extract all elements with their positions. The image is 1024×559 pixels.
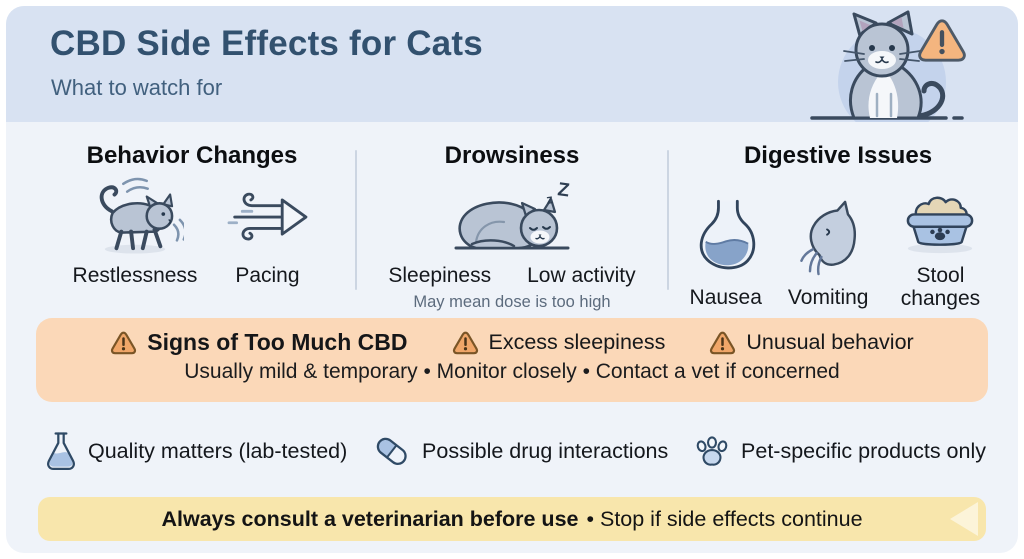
overdose-warning-banner: Signs of Too Much CBD Excess sleepiness … (36, 318, 988, 402)
warning-triangle-icon (111, 331, 137, 355)
behavior-icon-row: Restlessness Pacing (42, 174, 342, 288)
safety-tips-row: Quality matters (lab-tested) Possible dr… (44, 430, 986, 472)
tip-label: Pet-specific products only (741, 438, 986, 463)
digestive-issues-column: Digestive Issues Nausea (678, 142, 998, 310)
symptom-label: Nausea (689, 286, 762, 310)
sleep-z-small: z (545, 191, 554, 207)
page-title: CBD Side Effects for Cats (50, 24, 483, 63)
tip-interactions: Possible drug interactions (372, 431, 668, 471)
symptom-label: Restlessness (72, 264, 198, 287)
paw-print-icon (696, 436, 728, 466)
sitting-cat-icon (810, 10, 964, 122)
symptom-nausea: Nausea (690, 196, 762, 310)
chevron-left-overlay-icon (950, 502, 978, 536)
tip-pet-specific: Pet-specific products only (693, 434, 986, 468)
overdose-note: Usually mild & temporary • Monitor close… (184, 360, 840, 383)
icon-box: z Z (362, 174, 662, 256)
tip-label: Quality matters (lab-tested) (88, 438, 348, 463)
sleep-z-large: Z (556, 179, 571, 201)
sleeping-cat-icon: z Z (454, 179, 571, 250)
footer-banner: Always consult a veterinarian before use… (38, 497, 986, 541)
overdose-title-group: Signs of Too Much CBD (110, 329, 408, 356)
footer-regular-text: • Stop if side effects continue (586, 506, 863, 531)
warning-triangle-icon (710, 331, 736, 355)
symptom-pacing: Pacing (223, 174, 311, 288)
icon-box (223, 174, 311, 256)
symptom-label: Pacing (235, 264, 300, 287)
overdose-sign: Unusual behavior (746, 330, 914, 354)
icon-box (900, 174, 980, 256)
symptom-vomiting: Vomiting (787, 196, 869, 310)
column-heading: Behavior Changes (86, 142, 298, 169)
overdose-line1: Signs of Too Much CBD Excess sleepiness … (36, 329, 988, 356)
drowsiness-note: May mean dose is too high (413, 293, 611, 311)
overdose-sign-group: Excess sleepiness (452, 330, 666, 355)
symptom-label: Stool changes (900, 264, 981, 311)
tip-label: Possible drug interactions (422, 438, 669, 463)
overdose-title: Signs of Too Much CBD (147, 329, 408, 355)
warning-triangle-icon (452, 331, 478, 355)
icon-box (791, 196, 865, 278)
pacing-wind-arrow-icon (228, 192, 308, 241)
walking-cat-icon (99, 177, 184, 254)
column-divider (667, 150, 669, 290)
symptom-stool-changes: Stool changes (894, 174, 986, 310)
stomach-icon (699, 200, 755, 270)
drowsiness-labels: Sleepiness Low activity (362, 264, 662, 288)
page-subtitle: What to watch for (51, 75, 223, 100)
icon-box (693, 196, 759, 278)
vomiting-cat-icon (800, 200, 857, 276)
warning-triangle-icon (918, 19, 966, 62)
symptom-label: Sleepiness (388, 264, 492, 287)
column-heading: Drowsiness (444, 142, 580, 169)
overdose-sign-group: Unusual behavior (709, 330, 914, 355)
lab-flask-icon (47, 432, 75, 471)
food-bowl-icon (907, 196, 974, 254)
symptom-label: Low activity (527, 264, 636, 287)
pill-capsule-icon (376, 437, 407, 465)
footer-bold-text: Always consult a veterinarian before use (161, 506, 579, 531)
tip-quality: Quality matters (lab-tested) (44, 430, 347, 472)
column-divider (355, 150, 357, 290)
column-heading: Digestive Issues (743, 142, 933, 169)
drowsiness-column: Drowsiness z Z Sleepiness Low activity M… (362, 142, 662, 312)
digestive-icon-row: Nausea Vomiting (678, 174, 998, 310)
overdose-sign: Excess sleepiness (488, 330, 666, 354)
behavior-changes-column: Behavior Changes (42, 142, 342, 288)
symptom-restlessness: Restlessness (72, 174, 198, 288)
icon-box (86, 174, 184, 256)
symptom-label: Vomiting (787, 286, 869, 310)
